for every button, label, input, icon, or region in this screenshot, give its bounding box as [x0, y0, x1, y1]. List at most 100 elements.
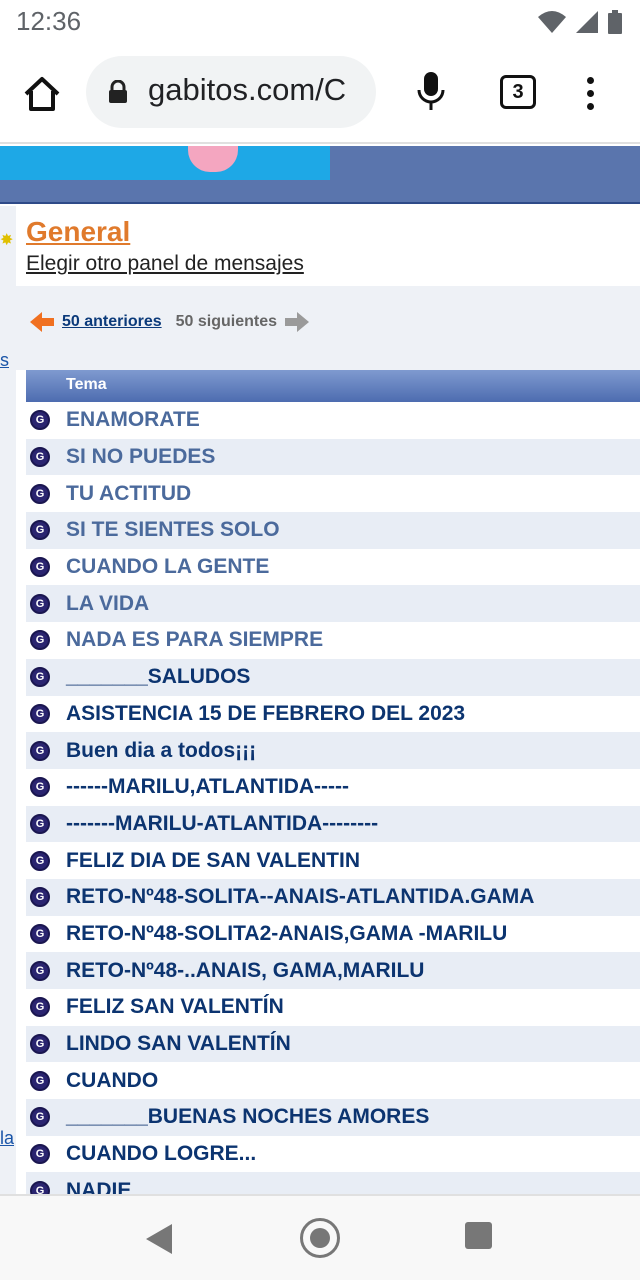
recent-apps-icon[interactable]	[465, 1222, 492, 1249]
back-icon[interactable]	[146, 1224, 174, 1254]
next-page-link[interactable]: 50 siguientes	[175, 313, 277, 330]
topic-title-link[interactable]: NADA ES PARA SIEMPRE	[66, 628, 324, 652]
topic-row: G NADA ES PARA SIEMPRE	[26, 622, 640, 659]
topic-title-link[interactable]: RETO-Nº48-SOLITA--ANAIS-ATLANTIDA.GAMA	[66, 885, 535, 909]
topic-row: G CUANDO LA GENTE	[26, 548, 640, 586]
topic-status-icon: G	[30, 887, 50, 908]
topic-title-link[interactable]: Buen dia a todos¡¡¡	[66, 738, 257, 762]
topic-status-icon: G	[30, 997, 50, 1018]
forum-title-link[interactable]: General	[26, 216, 131, 247]
topic-row: G RETO-Nº48-SOLITA2-ANAIS,GAMA -MARILU	[26, 915, 640, 953]
topic-row: G SI NO PUEDES	[26, 438, 640, 476]
topic-row: G LINDO SAN VALENTÍN	[26, 1025, 640, 1063]
site-banner	[0, 146, 640, 204]
topic-row: G -------MARILU-ATLANTIDA--------	[26, 805, 640, 843]
topic-status-icon: G	[30, 1107, 50, 1128]
topic-status-icon: G	[30, 777, 50, 798]
topic-status-icon: G	[30, 447, 50, 468]
topic-row: G CUANDO	[26, 1062, 640, 1100]
topic-row: G LA VIDA	[26, 585, 640, 623]
microphone-icon[interactable]	[416, 72, 446, 112]
choose-board-link[interactable]: Elegir otro panel de mensajes	[26, 252, 304, 275]
status-time: 12:36	[16, 6, 82, 36]
topic-title-link[interactable]: CUANDO LA GENTE	[66, 555, 270, 579]
forum-header: General Elegir otro panel de mensajes	[16, 206, 640, 286]
home-icon[interactable]	[22, 74, 62, 114]
topic-title-link[interactable]: -------MARILU-ATLANTIDA--------	[66, 811, 379, 835]
topic-status-icon: G	[30, 1034, 50, 1055]
topic-row: G CUANDO LOGRE...	[26, 1135, 640, 1173]
topic-title-link[interactable]: FELIZ DIA DE SAN VALENTIN	[66, 848, 360, 872]
system-navigation-bar	[0, 1196, 640, 1280]
topic-title-link[interactable]: TU ACTITUD	[66, 481, 192, 505]
url-text: gabitos.com/C	[148, 72, 347, 107]
url-bar[interactable]: gabitos.com/C	[86, 56, 376, 128]
topic-row: G Buen dia a todos¡¡¡	[26, 732, 640, 769]
topic-title-link[interactable]: CUANDO	[66, 1068, 159, 1092]
topic-row: G _______BUENAS NOCHES AMORES	[26, 1099, 640, 1136]
pagination-bar: 50 anteriores 50 siguientes	[16, 286, 640, 370]
topic-status-icon: G	[30, 1180, 50, 1196]
topic-title-link[interactable]: LINDO SAN VALENTÍN	[66, 1032, 291, 1056]
topic-status-icon: G	[30, 667, 50, 688]
topic-status-icon: G	[30, 923, 50, 944]
banner-divider	[0, 202, 640, 204]
topic-row: G ------MARILU,ATLANTIDA-----	[26, 768, 640, 806]
status-icons	[538, 10, 622, 34]
topic-status-icon: G	[30, 703, 50, 724]
topics-table-header: Tema	[26, 370, 640, 402]
topic-status-icon: G	[30, 557, 50, 578]
topic-row: G TU ACTITUD	[26, 475, 640, 513]
topic-status-icon: G	[30, 520, 50, 541]
topics-list: G ENAMORATE G SI NO PUEDES G TU ACTITUD G SI TE…	[26, 402, 640, 1196]
home-button-icon[interactable]	[300, 1218, 340, 1258]
banner-logo-area	[0, 146, 330, 180]
overflow-menu-icon[interactable]	[582, 74, 598, 114]
topic-status-icon: G	[30, 410, 50, 431]
topic-title-link[interactable]: ------MARILU,ATLANTIDA-----	[66, 775, 349, 799]
wifi-icon	[538, 11, 566, 33]
topic-status-icon: G	[30, 740, 50, 761]
topic-title-link[interactable]: _______BUENAS NOCHES AMORES	[66, 1105, 430, 1129]
topic-status-icon: G	[30, 483, 50, 504]
topic-status-icon: G	[30, 813, 50, 834]
tab-switcher-button[interactable]: 3	[500, 75, 536, 109]
topic-row: G RETO-Nº48-..ANAIS, GAMA,MARILU	[26, 952, 640, 989]
sidebar-link[interactable]: s	[0, 350, 9, 370]
left-sidebar-edge: ✸ s la	[0, 206, 16, 1196]
topic-title-link[interactable]: LA VIDA	[66, 591, 150, 615]
pagination: 50 anteriores 50 siguientes	[30, 312, 309, 332]
topic-title-link[interactable]: FELIZ SAN VALENTÍN	[66, 995, 284, 1019]
topic-row: G SI TE SIENTES SOLO	[26, 512, 640, 549]
topic-title-link[interactable]: RETO-Nº48-..ANAIS, GAMA,MARILU	[66, 958, 425, 982]
topic-title-link[interactable]: RETO-Nº48-SOLITA2-ANAIS,GAMA -MARILU	[66, 921, 508, 945]
topic-status-icon: G	[30, 1144, 50, 1165]
topic-title-link[interactable]: SI TE SIENTES SOLO	[66, 518, 280, 542]
topic-title-link[interactable]: ENAMORATE	[66, 408, 200, 432]
topic-title-link[interactable]: CUANDO LOGRE...	[66, 1142, 257, 1166]
topic-row: G ASISTENCIA 15 DE FEBRERO DEL 2023	[26, 695, 640, 733]
column-header-topic: Tema	[66, 376, 107, 393]
topic-row: G _______SALUDOS	[26, 658, 640, 696]
topic-status-icon: G	[30, 1070, 50, 1091]
topic-row: G NADIE	[26, 1172, 640, 1196]
topic-title-link[interactable]: ASISTENCIA 15 DE FEBRERO DEL 2023	[66, 701, 466, 725]
topic-title-link[interactable]: _______SALUDOS	[66, 665, 251, 689]
topic-status-icon: G	[30, 593, 50, 614]
star-icon: ✸	[0, 232, 14, 249]
status-bar: 12:36	[0, 0, 640, 44]
arrow-left-icon[interactable]	[30, 312, 54, 332]
sidebar-link[interactable]: la	[0, 1128, 15, 1148]
browser-toolbar: gabitos.com/C 3	[0, 44, 640, 144]
topic-row: G ENAMORATE	[26, 402, 640, 439]
signal-icon	[576, 11, 598, 33]
topic-status-icon: G	[30, 850, 50, 871]
previous-page-link[interactable]: 50 anteriores	[62, 313, 162, 330]
topic-title-link[interactable]: NADIE	[66, 1178, 132, 1196]
topic-row: G FELIZ SAN VALENTÍN	[26, 989, 640, 1026]
arrow-right-icon[interactable]	[284, 312, 309, 332]
battery-icon	[608, 10, 622, 34]
topic-title-link[interactable]: SI NO PUEDES	[66, 445, 216, 469]
topic-row: G FELIZ DIA DE SAN VALENTIN	[26, 842, 640, 879]
topic-row: G RETO-Nº48-SOLITA--ANAIS-ATLANTIDA.GAMA	[26, 878, 640, 916]
